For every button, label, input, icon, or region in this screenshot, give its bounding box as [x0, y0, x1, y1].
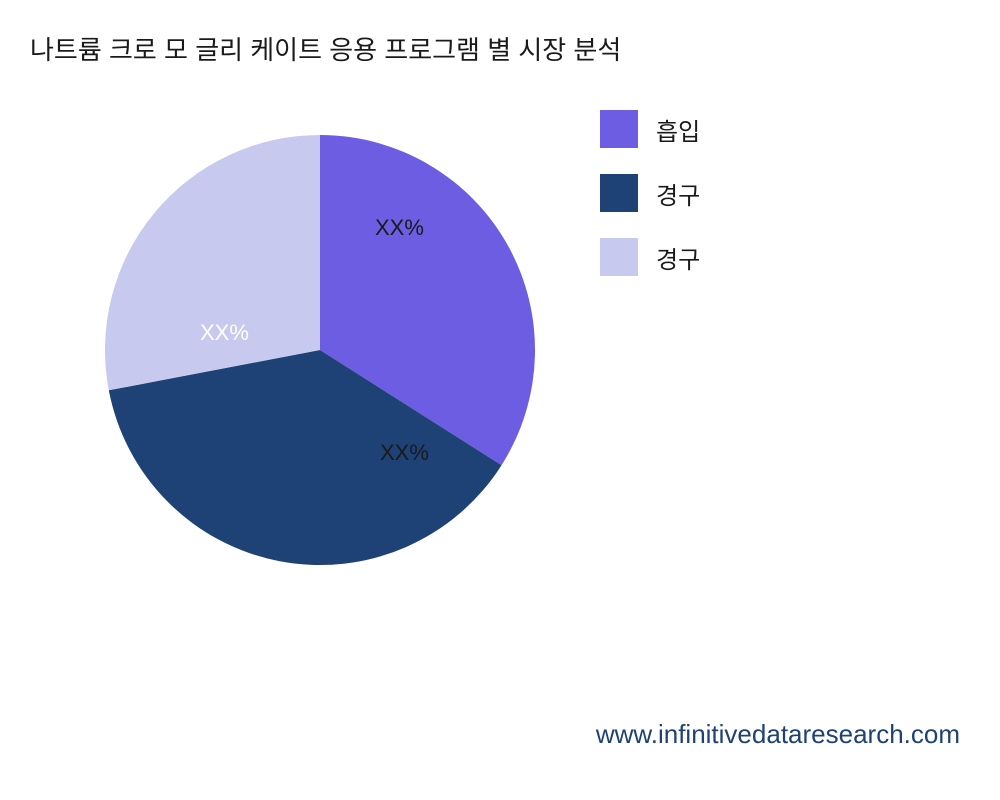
legend-label-0: 흡입: [656, 112, 700, 147]
legend-item-1: 경구: [600, 174, 700, 212]
legend: 흡입경구경구: [600, 110, 700, 302]
legend-swatch-1: [600, 174, 638, 212]
pie-chart-container: XX%XX%XX%: [100, 130, 540, 570]
footer-text: www.infinitivedataresearch.com: [0, 719, 960, 750]
legend-item-2: 경구: [600, 238, 700, 276]
legend-swatch-2: [600, 238, 638, 276]
chart-title: 나트륨 크로 모 글리 케이트 응용 프로그램 별 시장 분석: [30, 30, 621, 67]
pie-slice-2: [105, 135, 320, 390]
legend-label-2: 경구: [656, 240, 700, 275]
pie-chart: [100, 130, 540, 570]
legend-swatch-0: [600, 110, 638, 148]
legend-item-0: 흡입: [600, 110, 700, 148]
legend-label-1: 경구: [656, 176, 700, 211]
